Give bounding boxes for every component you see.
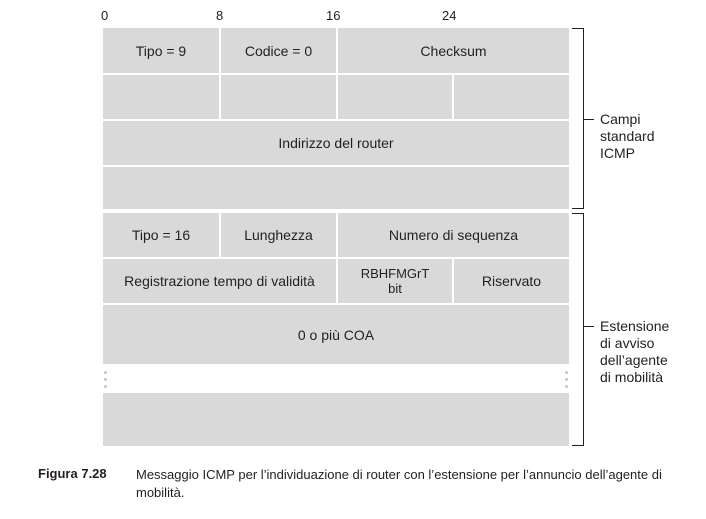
- brace-extension-tick: [584, 326, 594, 327]
- field-indirizzo-router-label: Indirizzo del router: [278, 135, 394, 151]
- field-codice-0-label: Codice = 0: [244, 42, 313, 59]
- empty-cell-3: [338, 75, 452, 119]
- field-lunghezza: Lunghezza: [221, 213, 336, 257]
- brace-mobility-extension: [572, 213, 584, 446]
- field-tipo-16-label: Tipo = 16: [131, 227, 191, 243]
- field-codice-0: Codice = 0: [221, 28, 336, 73]
- bit-label-24: 24: [442, 8, 457, 23]
- field-numero-sequenza-label: Numero di sequenza: [388, 227, 519, 243]
- bit-label-16: 16: [326, 8, 341, 23]
- field-flags: RBHFMGrT bit: [338, 259, 452, 303]
- field-checksum-label: Checksum: [420, 42, 487, 59]
- continuation-dots-left: [104, 371, 108, 392]
- field-riservato: Riservato: [454, 259, 569, 303]
- field-checksum: Checksum: [338, 28, 569, 73]
- field-indirizzo-router: Indirizzo del router: [103, 121, 569, 165]
- brace-standard-icmp: [572, 28, 584, 209]
- field-numero-sequenza: Numero di sequenza: [338, 213, 569, 257]
- brace-standard-tick: [584, 119, 594, 120]
- figure-label: Figura 7.28: [38, 466, 107, 481]
- field-registrazione-label: Registrazione tempo di validità: [124, 273, 315, 289]
- empty-cell-2: [221, 75, 336, 119]
- field-riservato-label: Riservato: [481, 273, 542, 289]
- field-tipo-9: Tipo = 9: [103, 28, 219, 73]
- label-standard-icmp: Campi standard ICMP: [600, 111, 655, 161]
- empty-row: [103, 167, 569, 209]
- field-flags-line1: RBHFMGrT: [360, 266, 430, 281]
- bit-label-8: 8: [216, 8, 224, 23]
- continuation-dots-right: [565, 371, 569, 392]
- figure-caption: Messaggio ICMP per l’individuazione di r…: [136, 467, 662, 500]
- field-coa-label: 0 o più COA: [297, 326, 375, 343]
- label-mobility-extension: Estensione di avviso dell’agente di mobi…: [600, 318, 670, 385]
- empty-cell-1: [103, 75, 219, 119]
- empty-cell-4: [454, 75, 569, 119]
- field-coa: 0 o più COA: [103, 305, 569, 364]
- bit-label-0: 0: [101, 8, 109, 23]
- field-tipo-16: Tipo = 16: [103, 213, 219, 257]
- field-lunghezza-label: Lunghezza: [244, 227, 313, 243]
- empty-last-row: [103, 393, 569, 446]
- field-tipo-9-label: Tipo = 9: [135, 42, 187, 59]
- field-flags-line2: bit: [388, 281, 402, 296]
- field-registrazione: Registrazione tempo di validità: [103, 259, 336, 303]
